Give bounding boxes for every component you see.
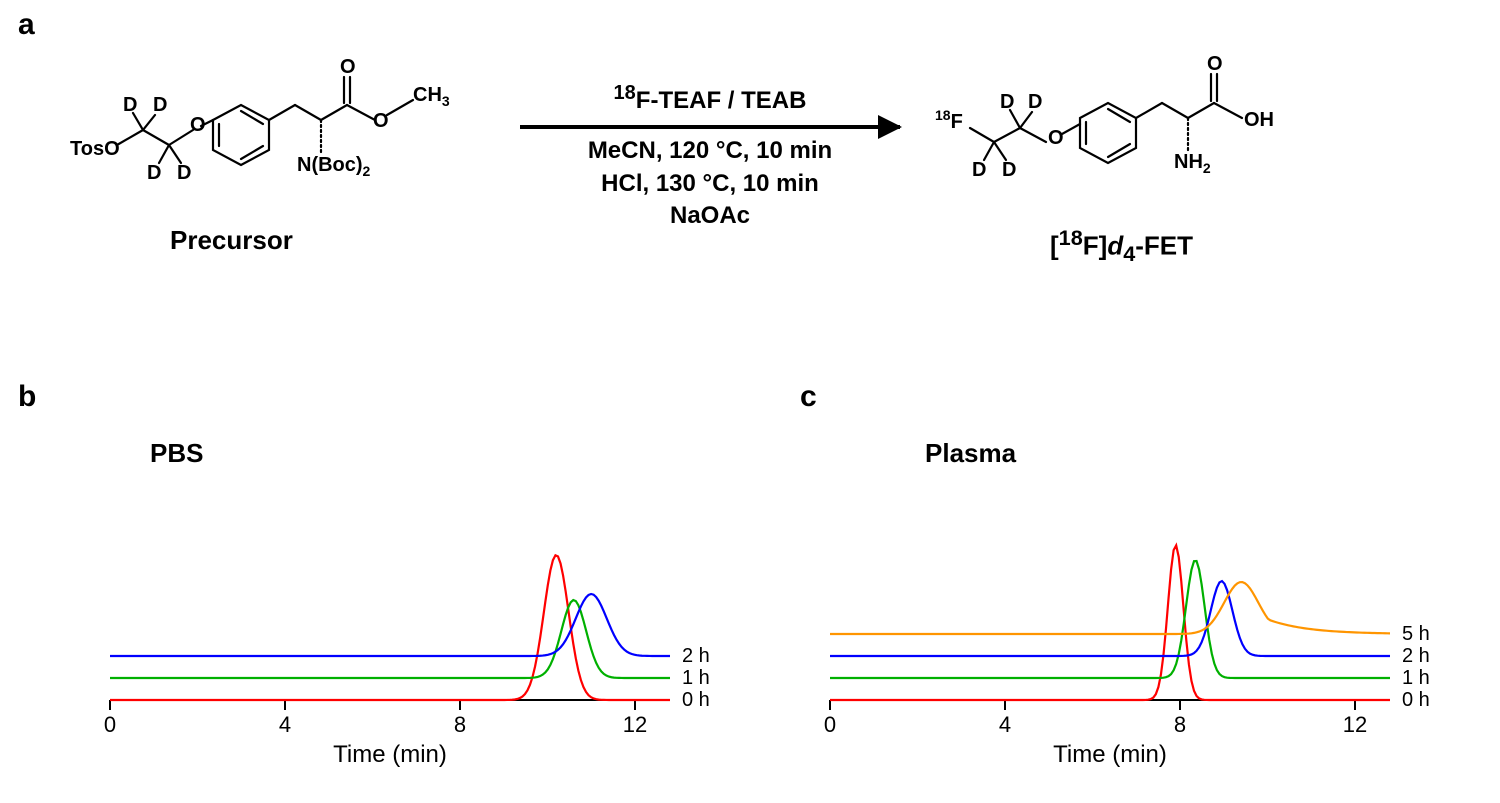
reaction-arrow-block: 18F-TEAF / TEAB MeCN, 120 °C, 10 min HCl… [520, 80, 900, 220]
svg-text:Time (min): Time (min) [333, 741, 447, 768]
trace-label: 0 h [682, 689, 710, 711]
svg-text:4: 4 [999, 712, 1011, 737]
svg-text:Time (min): Time (min) [1053, 741, 1167, 768]
trace [830, 545, 1390, 700]
trace-label: 2 h [1402, 645, 1430, 667]
reaction-cond3: NaOAc [520, 200, 900, 232]
atom-d4: D [177, 162, 191, 184]
svg-text:8: 8 [454, 712, 466, 737]
atom-o-carb-p: O [1207, 53, 1223, 75]
atom-d1-p: D [1000, 91, 1014, 113]
reaction-cond1: MeCN, 120 °C, 10 min [520, 135, 900, 167]
atom-d3: D [147, 162, 161, 184]
reagent-top: 18F-TEAF / TEAB [520, 80, 900, 117]
trace-label: 0 h [1402, 689, 1430, 711]
atom-o-och3: O [373, 110, 389, 132]
trace-label: 1 h [1402, 667, 1430, 689]
atom-nboc2: N(Boc)2 [297, 154, 371, 179]
panel-a-reaction: TosO D D D D O O O CH3 N(Boc)2 Precursor… [0, 10, 1500, 290]
svg-text:0: 0 [104, 712, 116, 737]
trace-label: 5 h [1402, 623, 1430, 645]
atom-d4-p: D [1002, 159, 1016, 181]
svg-text:12: 12 [1343, 712, 1367, 737]
precursor-label: Precursor [170, 225, 293, 256]
product-structure: 18F D D D D O O OH NH2 [930, 10, 1330, 210]
trace [110, 600, 670, 678]
atom-d3-p: D [972, 159, 986, 181]
chart-c: Plasma 0 4 8 12 Time (min) 0 h1 h2 h5 h [780, 400, 1480, 780]
atom-d2-p: D [1028, 91, 1042, 113]
trace-label: 1 h [682, 667, 710, 689]
atom-o-ether-p: O [1048, 127, 1064, 149]
trace-label: 2 h [682, 645, 710, 667]
precursor-structure: TosO D D D D O O O CH3 N(Boc)2 [65, 15, 495, 215]
svg-text:4: 4 [279, 712, 291, 737]
trace [830, 581, 1390, 656]
trace [830, 561, 1390, 678]
chart-b: PBS 0 4 8 12 Time (min) 0 h1 h2 h [60, 400, 760, 780]
atom-oh: OH [1244, 109, 1274, 131]
trace [110, 594, 670, 656]
reaction-arrow [520, 125, 900, 129]
chart-b-title: PBS [150, 438, 203, 469]
trace [830, 582, 1390, 634]
atom-toso: TosO [70, 138, 120, 160]
chart-c-svg: 0 4 8 12 Time (min) 0 h1 h2 h5 h [780, 400, 1480, 780]
reaction-cond2: HCl, 130 °C, 10 min [520, 168, 900, 200]
atom-o-carbonyl: O [340, 56, 356, 78]
chart-c-title: Plasma [925, 438, 1016, 469]
atom-18f: 18F [935, 107, 963, 133]
product-label: [18F]d4-FET [1050, 225, 1193, 267]
atom-ch3: CH3 [413, 84, 450, 109]
atom-o-ether: O [190, 114, 206, 136]
atom-d1: D [123, 94, 137, 116]
atom-nh2: NH2 [1174, 151, 1211, 176]
svg-text:8: 8 [1174, 712, 1186, 737]
atom-d2: D [153, 94, 167, 116]
panel-label-b: b [18, 380, 36, 414]
svg-text:0: 0 [824, 712, 836, 737]
svg-text:12: 12 [623, 712, 647, 737]
